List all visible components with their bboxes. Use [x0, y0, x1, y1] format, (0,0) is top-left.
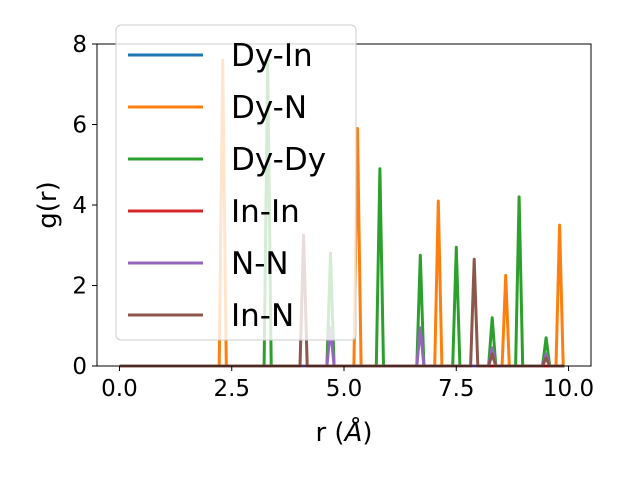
- y-tick-label: 6: [72, 113, 87, 139]
- legend-box: [115, 24, 357, 341]
- y-tick-label: 2: [72, 274, 87, 300]
- legend-label: Dy-Dy: [231, 142, 326, 178]
- legend-label: N-N: [231, 246, 289, 282]
- legend-label: In-In: [231, 194, 300, 230]
- y-tick-label: 0: [72, 354, 87, 380]
- x-axis-label-open: (: [326, 418, 344, 448]
- legend: Dy-In Dy-N Dy-Dy In-In N-N In-N: [115, 24, 357, 341]
- x-tick-label: 2.5: [213, 376, 250, 402]
- x-tick-label: 0.0: [101, 376, 138, 402]
- x-tick-label: 5.0: [326, 376, 363, 402]
- legend-label: Dy-N: [231, 90, 307, 126]
- legend-label: Dy-In: [231, 38, 313, 74]
- x-axis-label: r (Å): [315, 416, 372, 448]
- y-tick-label: 8: [72, 32, 87, 58]
- x-ticks: 0.0 2.5 5.0 7.5 10.0: [101, 366, 594, 402]
- y-tick-label: 4: [72, 193, 87, 219]
- x-axis-label-close: ): [362, 418, 372, 448]
- y-ticks: 0 2 4 6 8: [72, 32, 97, 380]
- x-tick-label: 10.0: [543, 376, 594, 402]
- x-tick-label: 7.5: [438, 376, 475, 402]
- legend-label: In-N: [231, 298, 294, 334]
- x-axis-label-name: r: [315, 418, 326, 448]
- y-axis-label: g(r): [33, 181, 63, 228]
- x-axis-label-unit: Å: [343, 416, 363, 448]
